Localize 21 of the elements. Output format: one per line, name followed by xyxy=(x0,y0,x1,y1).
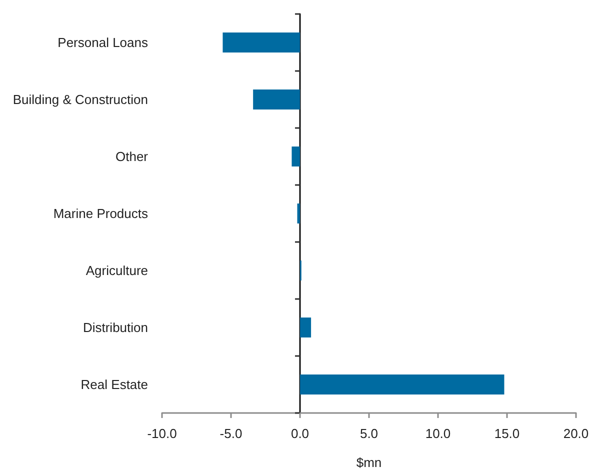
y-tick-label: Marine Products xyxy=(53,206,148,221)
x-tick-label: -5.0 xyxy=(220,426,242,441)
x-tick-label: -10.0 xyxy=(147,426,177,441)
x-tick-label: 10.0 xyxy=(425,426,451,441)
y-tick-label: Other xyxy=(115,149,149,164)
bar xyxy=(297,204,300,224)
bar xyxy=(300,318,312,338)
bar xyxy=(292,146,300,166)
bar xyxy=(222,32,300,52)
y-tick-label: Building & Construction xyxy=(12,92,148,107)
y-tick-label: Agriculture xyxy=(86,263,148,278)
y-tick-label: Distribution xyxy=(82,320,148,335)
x-tick-label: 5.0 xyxy=(360,426,378,441)
bar xyxy=(300,374,504,394)
y-tick-label: Real Estate xyxy=(80,377,148,392)
x-axis-title: $mn xyxy=(356,455,382,470)
bar xyxy=(253,90,300,110)
x-tick-label: 0.0 xyxy=(290,426,310,441)
y-tick-label: Personal Loans xyxy=(58,35,148,50)
x-tick-label: 20.0 xyxy=(563,426,589,441)
x-tick-label: 15.0 xyxy=(494,426,520,441)
